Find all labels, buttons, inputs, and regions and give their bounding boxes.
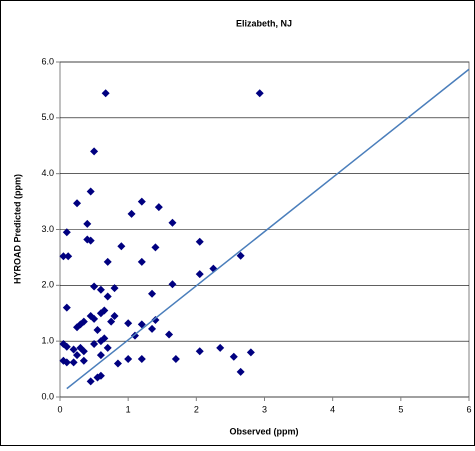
point — [124, 319, 133, 328]
point — [154, 203, 163, 212]
x-tick-label: 1 — [126, 404, 131, 414]
point — [90, 282, 99, 291]
chart-title: Elizabeth, NJ — [236, 18, 292, 28]
point — [117, 242, 126, 251]
x-tick-label: 5 — [398, 404, 403, 414]
point — [103, 257, 112, 266]
point — [100, 306, 109, 315]
y-tick-label: 6.0 — [41, 56, 54, 66]
point — [62, 342, 71, 351]
point — [93, 326, 102, 334]
point — [246, 348, 255, 357]
point — [195, 237, 204, 246]
point — [79, 356, 88, 365]
point — [137, 257, 146, 266]
point — [127, 209, 136, 218]
x-tick-label: 2 — [194, 404, 199, 414]
point — [151, 243, 160, 252]
point — [96, 351, 105, 360]
point — [90, 314, 99, 323]
point — [168, 218, 177, 227]
point — [137, 197, 146, 206]
point — [90, 339, 99, 348]
point — [100, 334, 109, 343]
point — [137, 355, 146, 364]
point — [103, 292, 112, 301]
point — [69, 345, 78, 354]
point — [96, 285, 105, 294]
point — [124, 355, 133, 364]
point — [73, 323, 82, 332]
x-axis-label: Observed (ppm) — [229, 426, 298, 436]
y-axis-label: HYROAD Predicted (ppm) — [12, 174, 22, 284]
point — [62, 303, 71, 312]
point — [236, 251, 245, 260]
point — [90, 147, 99, 156]
point — [195, 270, 204, 279]
y-tick-label: 3.0 — [41, 224, 54, 234]
point — [64, 252, 73, 261]
y-tick-label: 4.0 — [41, 168, 54, 178]
point — [59, 356, 68, 365]
point — [113, 359, 122, 368]
point — [86, 236, 95, 245]
point — [110, 312, 119, 321]
point — [107, 317, 116, 326]
point — [236, 367, 245, 376]
y-tick-label: 1.0 — [41, 336, 54, 346]
x-tick-label: 3 — [262, 404, 267, 414]
point — [59, 252, 68, 261]
point — [255, 89, 264, 98]
point — [86, 187, 95, 196]
point — [69, 358, 78, 367]
y-tick-label: 2.0 — [41, 280, 54, 290]
point — [73, 351, 82, 360]
x-tick-label: 4 — [330, 404, 335, 414]
point — [62, 228, 71, 237]
point — [137, 320, 146, 329]
x-tick-label: 6 — [466, 404, 471, 414]
point — [110, 284, 119, 293]
point — [165, 330, 174, 339]
y-tick-label: 0.0 — [41, 391, 54, 401]
point — [79, 347, 88, 356]
point — [195, 347, 204, 356]
x-tick-label: 0 — [57, 404, 62, 414]
point — [148, 324, 157, 333]
y-tick-label: 5.0 — [41, 112, 54, 122]
point — [229, 352, 238, 361]
point — [96, 371, 105, 380]
point — [151, 315, 160, 324]
point — [148, 289, 157, 298]
point — [73, 199, 82, 208]
point — [101, 89, 110, 98]
point — [168, 280, 177, 289]
point — [216, 343, 225, 352]
point — [171, 355, 180, 364]
point — [83, 219, 92, 228]
point — [86, 377, 95, 386]
trend-line — [66, 68, 470, 390]
point — [103, 343, 112, 352]
